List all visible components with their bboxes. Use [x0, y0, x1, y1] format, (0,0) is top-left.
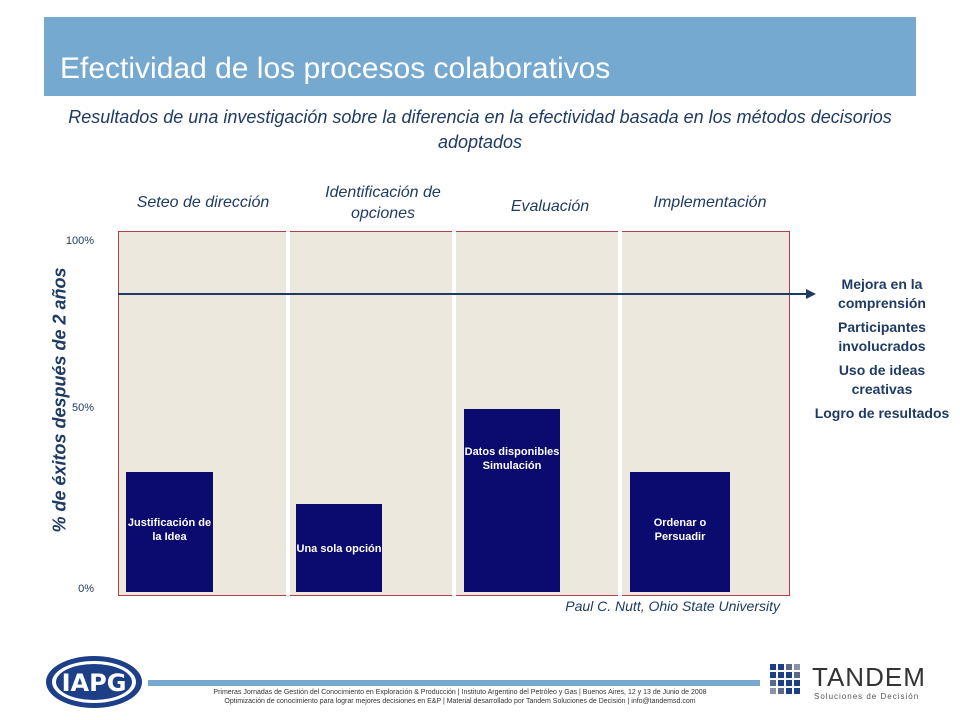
side-label-4: Logro de resultados: [814, 405, 950, 421]
side-benefits-list: Mejora en la comprensión Participantes i…: [812, 275, 952, 428]
phase-divider: [286, 231, 290, 596]
side-label-2: Participantes involucrados: [838, 319, 926, 354]
bar-label-4: Ordenar o Persuadir: [653, 517, 707, 544]
arrow-head-icon: [806, 288, 816, 299]
phase-divider: [618, 231, 622, 596]
tandem-logo: TANDEM Soluciones de Decisión: [770, 662, 930, 706]
bar-4: [630, 472, 730, 592]
y-tick-100: 100%: [65, 235, 94, 247]
tandem-grid-icon: [770, 664, 800, 694]
source-citation: Paul C. Nutt, Ohio State University: [565, 598, 780, 614]
phase-divider: [452, 231, 456, 596]
y-tick-50: 50%: [71, 402, 94, 414]
bar-3: [464, 408, 560, 592]
y-axis-label: % de éxitos después de 2 años: [49, 267, 70, 533]
phase-label-3: Evaluación: [510, 198, 590, 215]
bar-label-3: Datos disponibles Simulación: [464, 445, 560, 472]
tandem-logo-sub: Soluciones de Decisión: [814, 692, 920, 701]
subtitle: Resultados de una investigación sobre la…: [68, 107, 892, 152]
phase-label-1: Seteo de dirección: [136, 194, 270, 211]
footer-line-2: Optimización de conocimiento para lograr…: [224, 698, 696, 705]
side-label-3: Uso de ideas creativas: [838, 362, 926, 397]
phase-label-4: Implementación: [653, 194, 767, 211]
bar-label-2: Una sola opción: [296, 543, 382, 556]
footer-bar: [148, 680, 760, 686]
iapg-logo-text: IAPG: [62, 669, 127, 697]
bar-2: [296, 504, 382, 592]
phase-label-2: Identificación de opciones: [325, 184, 441, 222]
iapg-logo: IAPG: [44, 654, 144, 710]
bar-label-1: Justificación de la Idea: [127, 517, 212, 544]
bar-1: [126, 472, 213, 592]
footer-line-1: Primeras Jornadas de Gestión del Conocim…: [213, 689, 707, 696]
side-label-1: Mejora en la comprensión: [838, 276, 926, 311]
footer-text: Primeras Jornadas de Gestión del Conocim…: [140, 688, 780, 706]
tandem-logo-word: TANDEM: [812, 662, 926, 692]
y-tick-0: 0%: [78, 583, 94, 595]
reference-arrow-line: [118, 292, 808, 295]
page-title: Efectividad de los procesos colaborativo…: [60, 52, 611, 85]
title-bar: [44, 17, 916, 96]
